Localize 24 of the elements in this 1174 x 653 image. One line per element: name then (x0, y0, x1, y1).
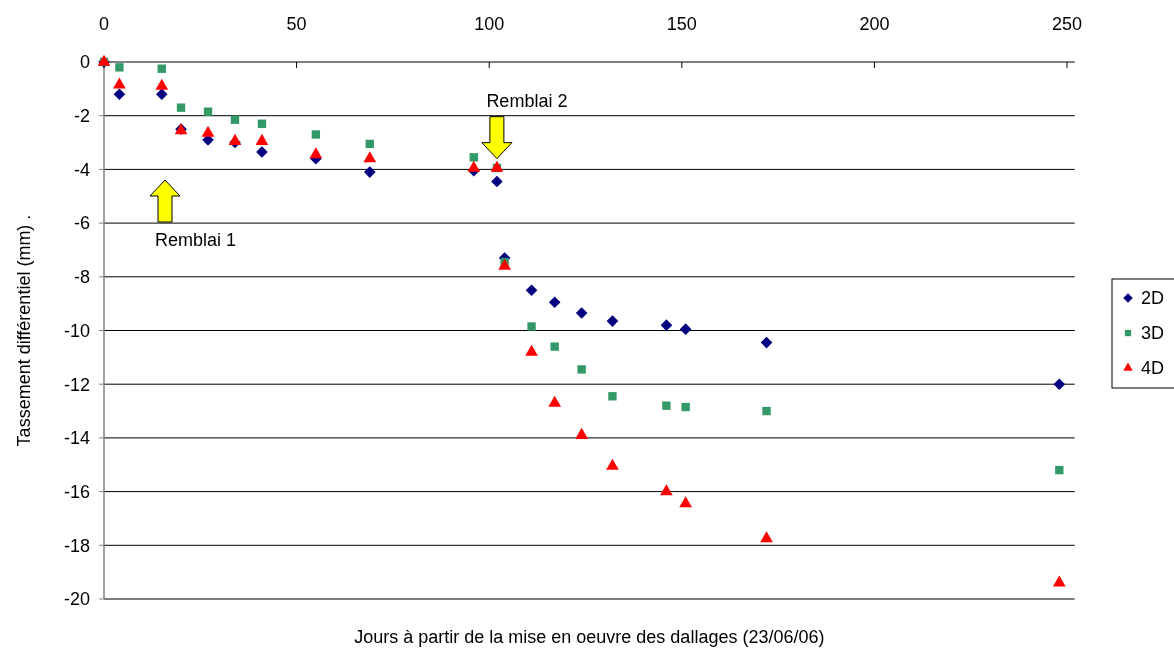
y-tick-label: -14 (63, 428, 90, 449)
y-axis-title: Tassement différentiel (mm) . (14, 214, 34, 447)
y-tick-label: -16 (63, 481, 90, 502)
y-tick-label: 0 (79, 52, 90, 73)
x-axis-title: Jours à partir de la mise en oeuvre des dallages (23/06/06) (354, 627, 825, 647)
x-tick-label: 50 (286, 14, 307, 34)
y-tick-label: -10 (63, 320, 90, 341)
x-tick-label: 0 (98, 14, 110, 34)
y-tick-label: -20 (63, 589, 90, 610)
y-tick-label: -4 (73, 159, 90, 180)
legend-label: 4D (1141, 358, 1165, 379)
legend-label: 3D (1141, 323, 1165, 344)
y-tick-label: -12 (63, 374, 90, 395)
y-tick-label: -18 (63, 535, 90, 556)
x-tick-label: 150 (666, 14, 697, 34)
x-tick-label: 100 (474, 14, 505, 34)
legend-label: 2D (1141, 288, 1165, 309)
x-tick-label: 250 (1051, 14, 1083, 34)
annotation: Remblai 1 (155, 230, 237, 250)
y-tick-label: -2 (73, 106, 90, 126)
x-tick-label: 200 (859, 14, 890, 34)
y-tick-label: -8 (73, 267, 90, 288)
annotation: Remblai 2 (486, 90, 568, 111)
y-tick-label: -6 (73, 213, 90, 234)
